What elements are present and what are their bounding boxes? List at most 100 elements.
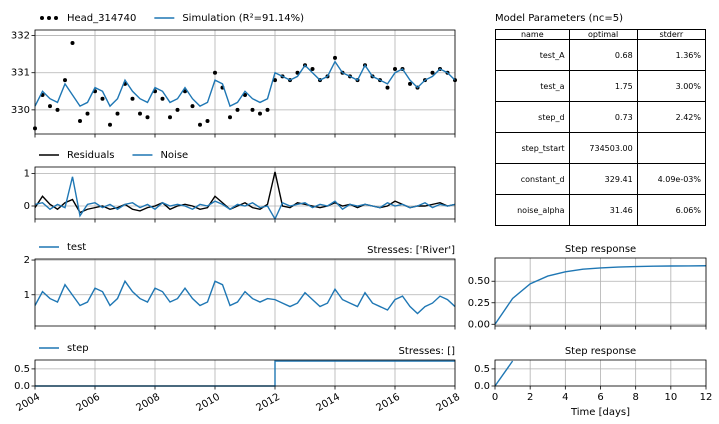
- table-cell: 1.36%: [636, 39, 707, 71]
- series-line: [34, 60, 456, 108]
- y-tick-label: 0.25: [468, 298, 490, 309]
- data-point: [393, 67, 397, 71]
- x-tick-label: 12: [700, 392, 713, 403]
- chart-title: Stresses: []: [399, 346, 456, 357]
- data-point: [235, 107, 240, 112]
- axes-frame: [34, 166, 456, 220]
- data-point: [55, 107, 60, 112]
- parameter-table: name optimal stderr test_A 0.68 1.36% test_…: [495, 29, 707, 226]
- table-row: noise_alpha 31.46 6.06%: [495, 194, 707, 226]
- x-tick-label: 4: [562, 392, 568, 403]
- series-line: [34, 176, 456, 221]
- data-point: [408, 81, 412, 86]
- x-tick-label: 2018: [434, 392, 462, 414]
- legend-label: Simulation (R²=91.14%): [182, 13, 304, 24]
- table-row: constant_d 329.41 4.09e-03%: [495, 163, 707, 195]
- legend-label: Head_314740: [67, 13, 136, 24]
- table-cell: 31.46: [568, 194, 638, 226]
- data-point: [48, 104, 52, 109]
- table-title: Model Parameters (nc=5): [495, 13, 623, 24]
- y-tick-label: 2: [24, 255, 30, 266]
- table-cell: step_d: [495, 101, 570, 133]
- axes-frame: [34, 29, 456, 135]
- column-header: optimal: [568, 29, 638, 40]
- y-tick-label: 332: [11, 31, 30, 42]
- y-tick-label: 0.0: [474, 381, 490, 392]
- table-cell: 329.41: [568, 163, 638, 195]
- table-row: test_a 1.75 3.00%: [495, 70, 707, 102]
- axes-frame: [34, 359, 456, 387]
- y-tick-label: 0: [24, 201, 30, 212]
- y-tick-label: 0.5: [14, 364, 30, 375]
- x-tick-label: 6: [597, 392, 603, 403]
- data-point: [175, 107, 180, 112]
- x-tick-label: 2004: [14, 392, 42, 414]
- y-tick-label: 0.50: [468, 276, 490, 287]
- x-tick-label: 0: [492, 392, 498, 403]
- x-tick-label: 2014: [314, 392, 342, 414]
- data-point: [130, 96, 135, 101]
- x-tick-label: 2: [527, 392, 533, 403]
- y-tick-label: 0.5: [474, 364, 490, 375]
- data-point: [385, 85, 390, 90]
- data-point: [213, 70, 217, 75]
- table-row: step_d 0.73 2.42%: [495, 101, 707, 133]
- series-line: [35, 360, 455, 387]
- data-point: [85, 111, 90, 116]
- table-cell: constant_d: [495, 163, 570, 195]
- table-cell: 734503.00: [568, 132, 638, 164]
- data-point: [198, 122, 202, 127]
- legend-marker: [40, 16, 44, 20]
- data-point: [190, 104, 195, 109]
- axes-frame: [494, 257, 707, 327]
- y-tick-label: 1: [24, 169, 30, 180]
- data-point: [310, 67, 315, 71]
- table-cell: 0.68: [568, 39, 638, 71]
- data-point: [138, 111, 142, 116]
- data-point: [78, 119, 82, 123]
- data-point: [63, 78, 67, 83]
- chart-title: Stresses: ['River']: [367, 245, 455, 256]
- y-tick-label: 331: [11, 68, 30, 79]
- data-point: [258, 111, 262, 116]
- x-axis-label: Time [days]: [570, 407, 630, 418]
- y-tick-label: 330: [11, 105, 30, 116]
- data-point: [145, 115, 150, 120]
- data-point: [168, 115, 172, 120]
- x-tick-label: 2010: [194, 392, 222, 414]
- data-point: [160, 96, 165, 101]
- legend-marker: [54, 16, 58, 20]
- series-line: [494, 265, 707, 325]
- column-header: stderr: [636, 29, 707, 40]
- x-tick-label: 2006: [74, 392, 102, 414]
- chart-title: Step response: [565, 244, 636, 255]
- series-line: [34, 279, 456, 315]
- legend-label: step: [67, 343, 89, 354]
- legend-marker: [47, 16, 51, 20]
- table-cell: 1.75: [568, 70, 638, 102]
- table-cell: noise_alpha: [495, 194, 570, 226]
- x-tick-label: 2012: [254, 392, 282, 414]
- data-point: [265, 107, 270, 112]
- data-point: [250, 107, 255, 112]
- column-header: name: [495, 29, 570, 40]
- data-point: [100, 96, 105, 101]
- data-point: [273, 78, 277, 83]
- x-tick-label: 10: [664, 392, 677, 403]
- table-cell: test_A: [495, 39, 570, 71]
- data-point: [228, 115, 232, 120]
- x-tick-label: 8: [632, 392, 638, 403]
- table-cell: test_a: [495, 70, 570, 102]
- legend-label: Noise: [160, 150, 188, 161]
- data-point: [205, 119, 210, 123]
- table-cell: 0.73: [568, 101, 638, 133]
- table-row: test_A 0.68 1.36%: [495, 39, 707, 71]
- y-tick-label: 0.00: [468, 319, 490, 330]
- data-point: [333, 55, 337, 60]
- data-point: [108, 122, 112, 127]
- chart-title: Step response: [565, 346, 636, 357]
- header-row: name optimal stderr: [495, 29, 707, 40]
- table-cell: [636, 132, 707, 164]
